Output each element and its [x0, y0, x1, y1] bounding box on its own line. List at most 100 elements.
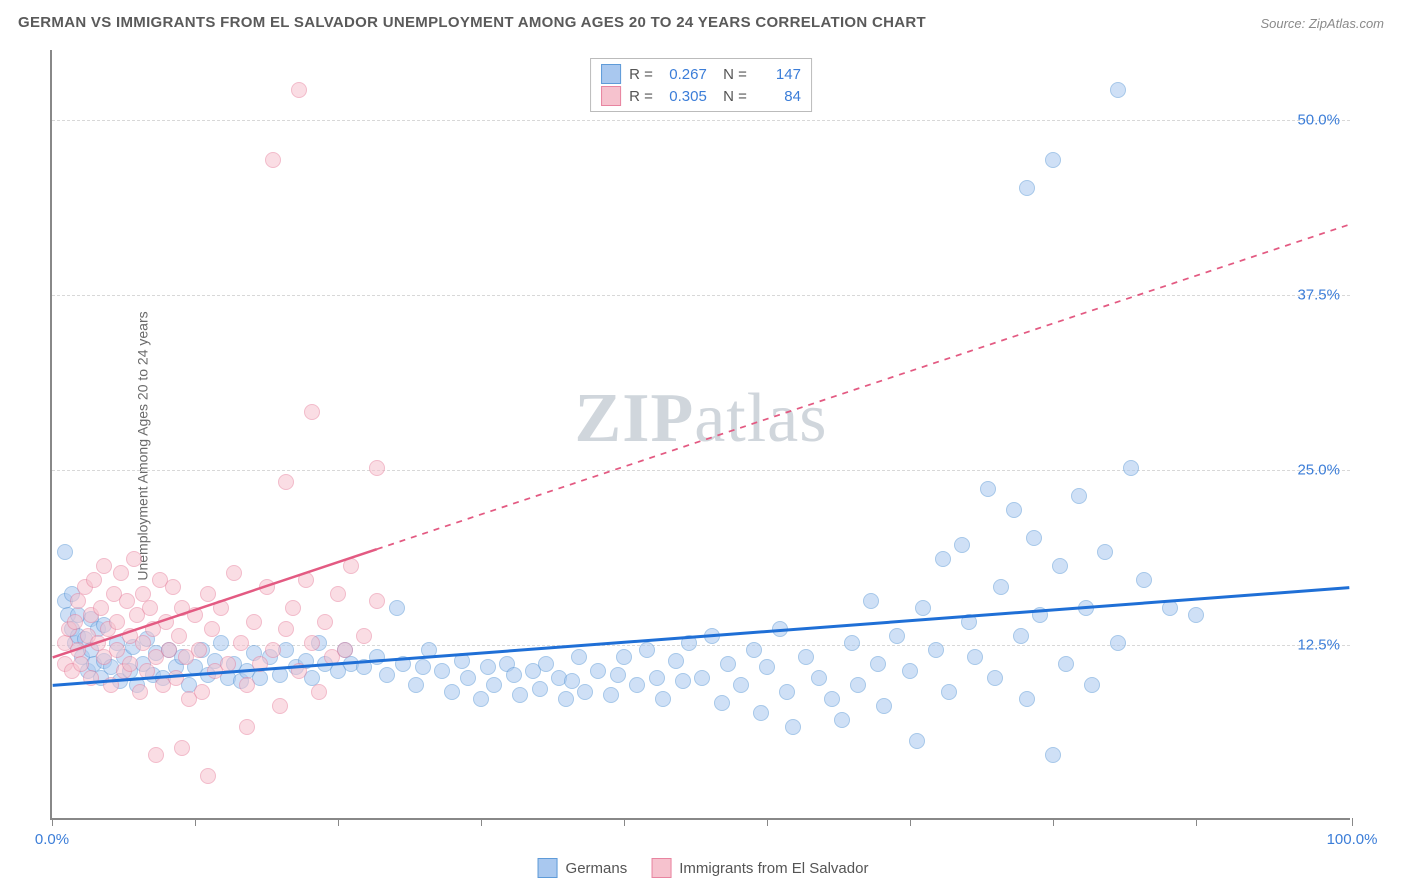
scatter-point	[408, 677, 424, 693]
legend-swatch-icon	[651, 858, 671, 878]
watermark: ZIPatlas	[575, 379, 828, 459]
x-tick	[52, 818, 53, 826]
scatter-point	[681, 635, 697, 651]
scatter-point	[213, 635, 229, 651]
legend-item: Immigrants from El Salvador	[651, 858, 868, 878]
scatter-point	[291, 663, 307, 679]
scatter-point	[415, 659, 431, 675]
scatter-point	[987, 670, 1003, 686]
scatter-point	[1019, 691, 1035, 707]
scatter-point	[252, 656, 268, 672]
scatter-point	[512, 687, 528, 703]
scatter-point	[941, 684, 957, 700]
scatter-point	[70, 593, 86, 609]
x-tick-label: 0.0%	[35, 831, 69, 848]
scatter-point	[863, 593, 879, 609]
scatter-point	[132, 684, 148, 700]
scatter-point	[204, 621, 220, 637]
scatter-point	[454, 653, 470, 669]
gridline	[52, 295, 1350, 296]
scatter-point	[714, 695, 730, 711]
scatter-point	[746, 642, 762, 658]
trend-lines	[52, 50, 1350, 818]
scatter-point	[187, 607, 203, 623]
scatter-point	[200, 586, 216, 602]
legend-label: Germans	[566, 860, 628, 877]
scatter-point	[171, 628, 187, 644]
scatter-point	[980, 481, 996, 497]
scatter-point	[67, 614, 83, 630]
scatter-point	[928, 642, 944, 658]
scatter-point	[356, 628, 372, 644]
scatter-point	[278, 621, 294, 637]
scatter-point	[369, 649, 385, 665]
scatter-point	[1026, 530, 1042, 546]
chart-title: GERMAN VS IMMIGRANTS FROM EL SALVADOR UN…	[18, 14, 926, 31]
stat-r-label: R =	[629, 88, 653, 105]
scatter-point	[1019, 180, 1035, 196]
scatter-point	[239, 677, 255, 693]
y-tick-label: 25.0%	[1297, 462, 1340, 479]
scatter-point	[139, 663, 155, 679]
scatter-point	[122, 656, 138, 672]
scatter-point	[337, 642, 353, 658]
scatter-point	[272, 667, 288, 683]
scatter-point	[148, 747, 164, 763]
series-legend: Germans Immigrants from El Salvador	[538, 858, 869, 878]
scatter-point	[278, 474, 294, 490]
scatter-plot-area: ZIPatlas R =0.267 N =147R =0.305 N =84 1…	[50, 50, 1350, 820]
scatter-point	[126, 551, 142, 567]
scatter-point	[655, 691, 671, 707]
scatter-point	[954, 537, 970, 553]
scatter-point	[57, 544, 73, 560]
stat-r-value: 0.267	[661, 66, 707, 83]
scatter-point	[135, 635, 151, 651]
scatter-point	[506, 667, 522, 683]
scatter-point	[876, 698, 892, 714]
scatter-point	[168, 670, 184, 686]
scatter-point	[317, 614, 333, 630]
scatter-point	[811, 670, 827, 686]
scatter-point	[1162, 600, 1178, 616]
scatter-point	[844, 635, 860, 651]
gridline	[52, 120, 1350, 121]
scatter-point	[93, 600, 109, 616]
scatter-point	[694, 670, 710, 686]
scatter-point	[191, 642, 207, 658]
scatter-point	[265, 642, 281, 658]
legend-swatch-icon	[601, 86, 621, 106]
source-attribution: Source: ZipAtlas.com	[1260, 16, 1384, 31]
legend-item: Germans	[538, 858, 628, 878]
scatter-point	[629, 677, 645, 693]
scatter-point	[304, 635, 320, 651]
scatter-point	[850, 677, 866, 693]
scatter-point	[889, 628, 905, 644]
stat-r-label: R =	[629, 66, 653, 83]
scatter-point	[1013, 628, 1029, 644]
scatter-point	[834, 712, 850, 728]
scatter-point	[779, 684, 795, 700]
scatter-point	[103, 677, 119, 693]
x-tick	[910, 818, 911, 826]
y-tick-label: 50.0%	[1297, 112, 1340, 129]
x-tick	[481, 818, 482, 826]
scatter-point	[220, 656, 236, 672]
scatter-point	[915, 600, 931, 616]
scatter-point	[259, 579, 275, 595]
stat-n-label: N =	[715, 88, 747, 105]
scatter-point	[434, 663, 450, 679]
scatter-point	[421, 642, 437, 658]
scatter-point	[704, 628, 720, 644]
y-tick-label: 12.5%	[1297, 637, 1340, 654]
scatter-point	[174, 740, 190, 756]
scatter-point	[343, 558, 359, 574]
x-tick	[767, 818, 768, 826]
scatter-point	[935, 551, 951, 567]
scatter-point	[1084, 677, 1100, 693]
scatter-point	[369, 593, 385, 609]
scatter-point	[473, 691, 489, 707]
scatter-point	[389, 600, 405, 616]
scatter-point	[379, 667, 395, 683]
scatter-point	[1188, 607, 1204, 623]
scatter-point	[993, 579, 1009, 595]
